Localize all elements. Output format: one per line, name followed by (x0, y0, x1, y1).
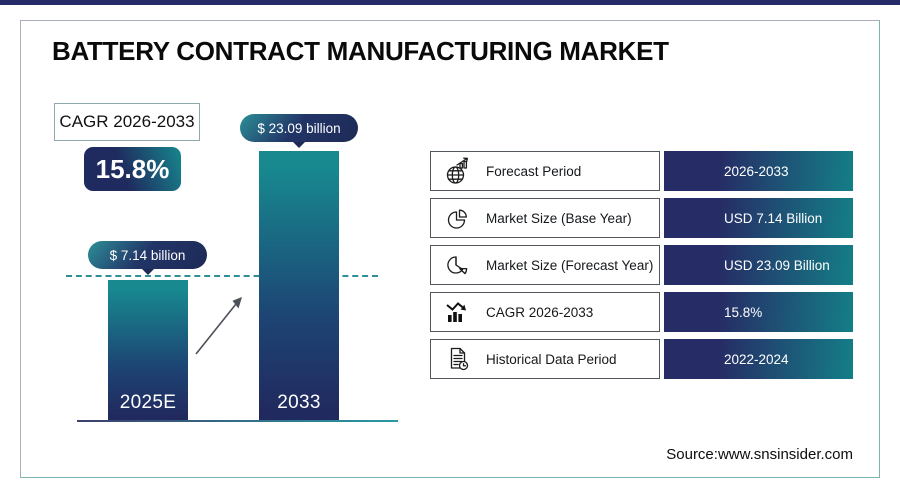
page-title: BATTERY CONTRACT MANUFACTURING MARKET (52, 36, 669, 66)
row-label-cell: Historical Data Period (430, 339, 660, 379)
callout-pointer (141, 269, 154, 275)
row-value: 15.8% (724, 304, 763, 320)
bar-callout-2025: $ 7.14 billion (88, 241, 207, 275)
row-value: 2026-2033 (724, 163, 789, 179)
row-value: USD 7.14 Billion (724, 210, 823, 226)
document-clock-icon (450, 347, 469, 371)
table-row: Forecast Period 2026-2033 (430, 151, 853, 191)
pie-chart-exploded-icon (447, 256, 468, 275)
bar-2025-label: 2025E (119, 392, 177, 413)
row-label: CAGR 2026-2033 (486, 304, 594, 320)
cagr-value: 15.8% (95, 153, 170, 184)
summary-table: Forecast Period 2026-2033 Market Size (B… (430, 151, 853, 386)
reference-dashed-line (66, 275, 378, 277)
pie-chart-icon (447, 209, 467, 229)
bar-2025: 2025E (108, 280, 188, 421)
table-row: CAGR 2026-2033 15.8% (430, 292, 853, 332)
row-label-cell: CAGR 2026-2033 (430, 292, 660, 332)
top-accent-bar (0, 0, 900, 5)
row-label: Market Size (Base Year) (486, 210, 632, 226)
row-value-cell: 2022-2024 (664, 339, 853, 379)
bar-callout-2025-text: $ 7.14 billion (109, 247, 186, 263)
row-label-cell: Forecast Period (430, 151, 660, 191)
row-value: USD 23.09 Billion (724, 257, 830, 273)
table-row: Market Size (Forecast Year) USD 23.09 Bi… (430, 245, 853, 285)
globe-trend-icon (446, 157, 469, 184)
chart-baseline (77, 420, 398, 422)
bar-2033-label: 2033 (277, 392, 321, 413)
cagr-label: CAGR 2026-2033 (59, 112, 195, 131)
bar-callout-2033-text: $ 23.09 billion (257, 120, 341, 136)
table-row: Market Size (Base Year) USD 7.14 Billion (430, 198, 853, 238)
growth-arrow-icon (195, 297, 242, 355)
cagr-value-badge: 15.8% (84, 147, 181, 191)
bar-trend-icon (446, 302, 466, 322)
source-credit: Source:www.snsinsider.com (666, 446, 853, 463)
row-value-cell: USD 7.14 Billion (664, 198, 853, 238)
row-value-cell: 2026-2033 (664, 151, 853, 191)
row-value-cell: USD 23.09 Billion (664, 245, 853, 285)
row-label-cell: Market Size (Base Year) (430, 198, 660, 238)
row-label: Historical Data Period (486, 351, 617, 367)
row-label: Market Size (Forecast Year) (486, 257, 654, 273)
row-value-cell: 15.8% (664, 292, 853, 332)
row-label: Forecast Period (486, 163, 582, 179)
cagr-label-box: CAGR 2026-2033 (54, 103, 200, 141)
bar-callout-2033: $ 23.09 billion (240, 114, 358, 148)
row-label-cell: Market Size (Forecast Year) (430, 245, 660, 285)
row-value: 2022-2024 (724, 351, 789, 367)
bar-2033: 2033 (259, 151, 339, 421)
callout-pointer (293, 142, 305, 148)
table-row: Historical Data Period 2022-2024 (430, 339, 853, 379)
